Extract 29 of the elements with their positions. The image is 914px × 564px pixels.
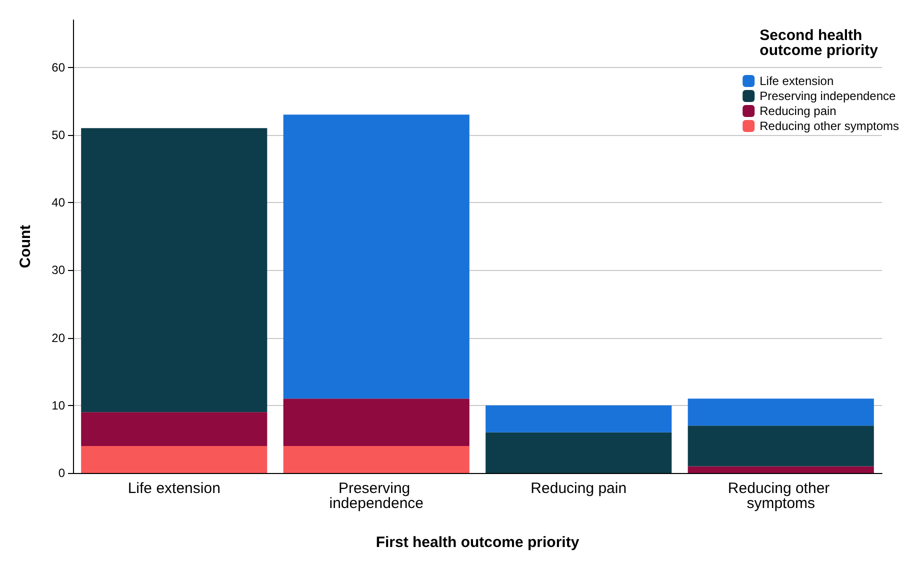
legend-label: Reducing other symptoms: [760, 119, 900, 133]
y-tick-label: 50: [52, 128, 66, 142]
bar: [81, 412, 268, 446]
x-tick-label: Preserving independence: [329, 480, 424, 512]
y-tick-label: 30: [52, 263, 66, 278]
legend-label: Preserving independence: [760, 89, 896, 103]
bar: [486, 432, 672, 473]
legend-label: Life extension: [760, 74, 834, 88]
bar: [283, 398, 470, 446]
bar: [688, 466, 874, 473]
bar: [688, 426, 874, 466]
bar: [283, 446, 470, 473]
y-tick-label: 60: [52, 60, 66, 74]
y-tick-label: 20: [52, 330, 66, 345]
x-tick-label: Reducing pain: [530, 480, 627, 497]
legend-label: Reducing pain: [760, 104, 836, 118]
bar: [81, 446, 268, 473]
bar: [486, 405, 672, 432]
x-tick-label: Life extension: [128, 480, 220, 497]
bar: [81, 128, 268, 412]
y-tick-label: 40: [52, 196, 66, 210]
y-axis-title: Count: [17, 224, 34, 268]
bar: [283, 114, 470, 399]
bar: [688, 398, 874, 426]
y-tick-label: 10: [52, 398, 66, 412]
x-axis-title: First health outcome priority: [376, 534, 580, 551]
y-tick-label: 0: [58, 466, 66, 480]
legend-title: Second health outcome priority: [760, 27, 879, 59]
x-tick-label: Reducing other symptoms: [728, 480, 834, 512]
